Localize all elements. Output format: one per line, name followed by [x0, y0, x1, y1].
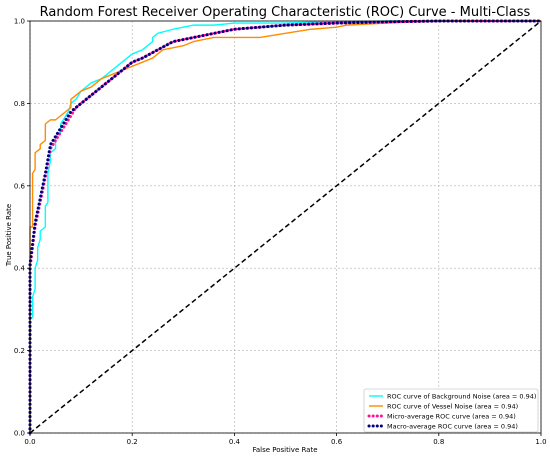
series-line-1: [29, 20, 541, 433]
y-tick-label: 0.4: [14, 265, 26, 273]
x-tick-label: 0.4: [229, 438, 241, 446]
x-tick-label: 0.2: [127, 438, 138, 446]
x-axis-ticks: 0.0 0.2 0.4 0.6 0.8 1.0: [24, 433, 547, 446]
y-tick-label: 1.0: [14, 18, 25, 26]
series-line-3: [28, 19, 543, 435]
y-tick-label: 0.0: [14, 430, 25, 438]
legend-label-2: Micro-average ROC curve (area = 0.94): [387, 412, 516, 420]
legend-box: [363, 388, 539, 433]
plot-frame: [29, 20, 542, 434]
x-tick-label: 1.0: [535, 438, 546, 446]
x-tick-label: 0.6: [331, 438, 343, 446]
chart-title: Random Forest Receiver Operating Charact…: [40, 5, 531, 20]
legend: ROC curve of Background Noise (area = 0.…: [363, 388, 539, 433]
x-tick-label: 0.0: [24, 438, 35, 446]
legend-label-3: Macro-average ROC curve (area = 0.94): [387, 422, 518, 430]
y-tick-label: 0.8: [14, 100, 25, 108]
y-tick-label: 0.2: [14, 347, 25, 355]
x-tick-label: 0.8: [433, 438, 444, 446]
legend-label-1: ROC curve of Vessel Noise (area = 0.94): [387, 402, 518, 410]
legend-label-0: ROC curve of Background Noise (area = 0.…: [387, 392, 536, 400]
chance-line-group: [29, 20, 542, 434]
x-axis-label: False Positive Rate: [252, 446, 317, 454]
y-axis-ticks: 0.0 0.2 0.4 0.6 0.8 1.0: [14, 18, 30, 438]
y-axis-label: True Positive Rate: [5, 204, 13, 267]
y-tick-label: 0.6: [14, 182, 26, 190]
series-group: [28, 19, 543, 435]
chance-diagonal-line: [29, 20, 542, 434]
